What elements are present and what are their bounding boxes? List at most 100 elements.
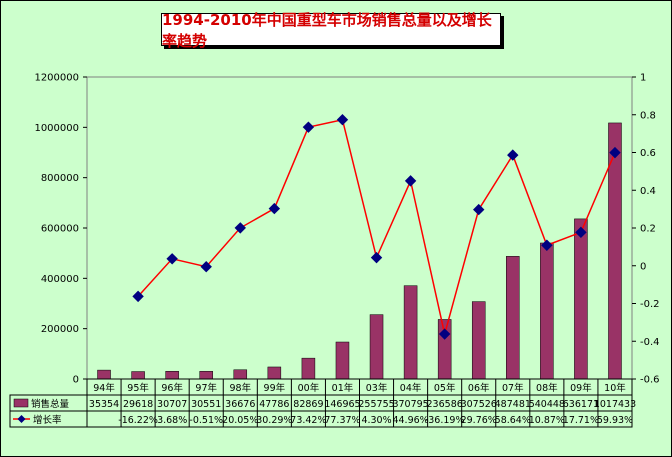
table-cell: 82869 — [293, 399, 323, 410]
table-cell: 370795 — [392, 399, 428, 410]
bar-95年 — [131, 371, 145, 380]
bar-00年 — [301, 357, 316, 380]
x-tick-label: 03年 — [366, 382, 388, 394]
legend-label-bars: 销售总量 — [31, 398, 70, 410]
x-tick-label: 98年 — [229, 382, 251, 394]
y-right-tick-label: 0.6 — [640, 148, 656, 159]
table-cell: 487481 — [495, 399, 531, 410]
growth-point-04年 — [404, 175, 417, 187]
bar-01年 — [335, 341, 350, 380]
table-cell: 146965 — [324, 399, 360, 410]
table-cell: 30707 — [157, 399, 187, 410]
bar-10年 — [608, 122, 622, 380]
table-cell: 29618 — [123, 399, 153, 410]
table-cell: -36.19% — [425, 415, 465, 426]
growth-point-01年 — [336, 114, 349, 126]
chart-title-box: 1994-2010年中国重型车市场销售总量以及增长率趋势 — [161, 11, 501, 50]
growth-point-00年 — [302, 121, 315, 133]
y-right-tick-label: -0.4 — [640, 337, 660, 348]
table-cell: 3.68% — [157, 415, 187, 426]
y-left-tick-label: 800000 — [41, 173, 79, 184]
growth-point-98年 — [234, 222, 246, 234]
growth-point-99年 — [268, 202, 281, 215]
growth-point-95年 — [132, 290, 144, 303]
y-left-tick-label: 400000 — [41, 274, 79, 285]
table-cell: 77.37% — [324, 415, 360, 426]
x-tick-label: 94年 — [93, 382, 115, 394]
x-tick-label: 96年 — [161, 382, 183, 394]
table-cell: 30551 — [191, 399, 221, 410]
table-cell: 540448 — [529, 399, 565, 410]
x-tick-label: 00年 — [298, 382, 320, 394]
y-right-tick-label: 0.2 — [640, 224, 656, 235]
table-cell: 17.71% — [563, 415, 599, 426]
growth-point-10年 — [609, 146, 621, 159]
bar-98年 — [233, 369, 248, 380]
chart-title: 1994-2010年中国重型车市场销售总量以及增长率趋势 — [162, 10, 492, 50]
bar-04年 — [403, 285, 418, 380]
x-tick-label: 07年 — [502, 382, 524, 394]
table-cell: -0.51% — [189, 415, 223, 426]
y-right-tick-label: 1 — [640, 73, 646, 84]
table-cell: 58.64% — [495, 415, 531, 426]
table-cell: 20.05% — [222, 415, 258, 426]
y-left-tick-label: 1200000 — [34, 73, 79, 84]
bar-99年 — [267, 366, 282, 380]
x-tick-label: 04年 — [400, 382, 422, 394]
table-cell: 636171 — [563, 399, 599, 410]
bar-06年 — [471, 301, 486, 380]
bar-94年 — [97, 369, 111, 380]
y-left-tick-label: 0 — [73, 375, 79, 386]
bar-09年 — [574, 218, 588, 380]
bar-07年 — [506, 256, 520, 380]
y-right-tick-label: 0 — [640, 261, 646, 272]
table-cell: 59.93% — [597, 415, 633, 426]
bar-97年 — [199, 371, 213, 380]
growth-point-96年 — [166, 253, 178, 265]
table-cell: 73.42% — [290, 415, 326, 426]
growth-point-07年 — [507, 149, 519, 161]
table-cell: 36676 — [225, 399, 255, 410]
table-cell: 44.96% — [392, 415, 428, 426]
y-left-tick-label: 200000 — [41, 324, 79, 335]
growth-point-03年 — [370, 251, 383, 264]
legend-label-line: 增长率 — [33, 414, 62, 426]
growth-point-06年 — [473, 203, 485, 216]
y-left-tick-label: 600000 — [41, 224, 79, 235]
table-cell: 1017433 — [594, 399, 636, 410]
table-cell: 236586 — [427, 399, 463, 410]
table-cell: 35354 — [89, 399, 119, 410]
table-cell: -16.22% — [118, 415, 158, 426]
table-cell: 30.29% — [256, 415, 292, 426]
x-tick-label: 97年 — [195, 382, 217, 394]
y-right-tick-label: -0.2 — [640, 299, 660, 310]
table-cell: 307526 — [461, 399, 497, 410]
table-cell: 47786 — [259, 399, 289, 410]
y-left-tick-label: 1000000 — [34, 123, 79, 134]
y-right-tick-label: 0.8 — [640, 110, 656, 121]
growth-point-97年 — [200, 261, 212, 273]
x-tick-label: 95年 — [127, 382, 149, 394]
growth-point-05年 — [438, 328, 451, 340]
table-cell: 29.76% — [461, 415, 497, 426]
growth-point-08年 — [541, 239, 553, 251]
bar-03年 — [369, 314, 384, 380]
legend-key-bars — [13, 398, 29, 408]
x-tick-label: 01年 — [332, 382, 354, 394]
table-cell: 255755 — [358, 399, 394, 410]
x-tick-label: 08年 — [536, 382, 558, 394]
y-right-tick-label: 0.4 — [640, 186, 656, 197]
legend-key-marker — [17, 415, 26, 423]
bar-08年 — [540, 242, 554, 380]
growth-point-09年 — [575, 226, 587, 239]
x-tick-label: 05年 — [434, 382, 456, 394]
x-tick-label: 99年 — [264, 382, 286, 394]
table-cell: 10.87% — [529, 415, 565, 426]
bar-96年 — [165, 371, 179, 380]
x-tick-label: 10年 — [604, 382, 626, 394]
table-cell: 4.30% — [361, 415, 391, 426]
x-tick-label: 06年 — [468, 382, 490, 394]
x-tick-label: 09年 — [570, 382, 592, 394]
y-right-tick-label: -0.6 — [640, 375, 660, 386]
